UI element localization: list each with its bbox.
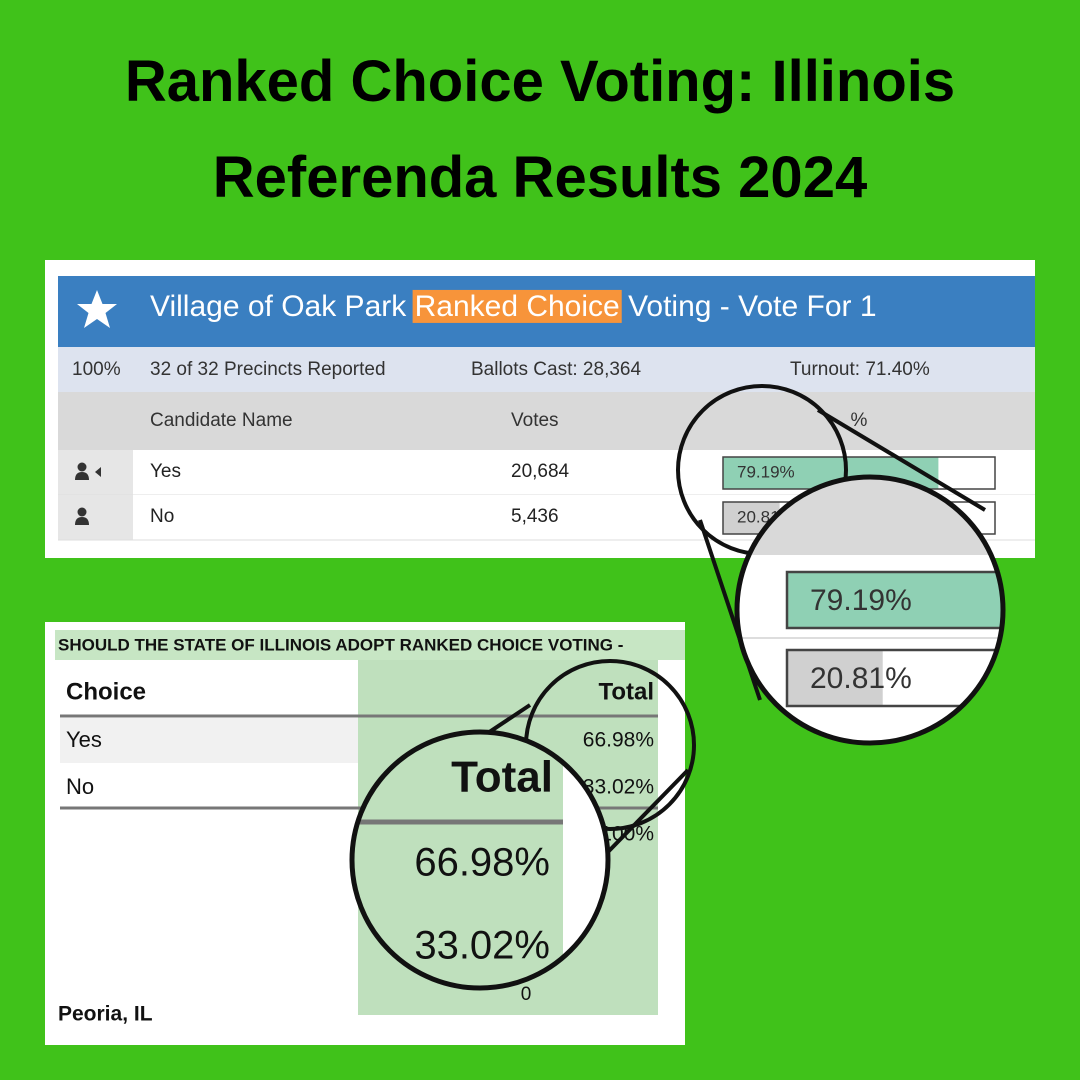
title-part: Referenda Results 2024 bbox=[213, 145, 867, 210]
row-bg bbox=[60, 718, 358, 763]
lens-total: 66.98% bbox=[414, 841, 550, 885]
header-before: Village of Oak Park bbox=[150, 290, 407, 323]
title-part: Ranked Choice Voting: Illinois bbox=[125, 49, 955, 114]
col-votes: Votes bbox=[511, 410, 559, 431]
candidate-name: Yes bbox=[150, 461, 181, 482]
icon-cell bbox=[58, 450, 133, 495]
question-strip bbox=[55, 630, 685, 660]
lens-bar-border bbox=[785, 570, 1003, 630]
lens-pct-label: 79.19% bbox=[810, 584, 912, 617]
question: SHOULD THE STATE OF ILLINOIS ADOPT RANKE… bbox=[58, 635, 623, 654]
highlight-bg bbox=[412, 289, 622, 323]
votes: 5,436 bbox=[511, 506, 559, 527]
lens-bar bbox=[787, 572, 1003, 628]
lens-pct-label: 20.81% bbox=[810, 662, 912, 695]
header-after: Voting - Vote For 1 bbox=[628, 290, 876, 323]
status-row bbox=[58, 347, 1035, 392]
total: 33.02% bbox=[583, 776, 654, 799]
icon-cell bbox=[58, 495, 133, 540]
reported-pct: 100% bbox=[72, 359, 121, 380]
lens-bar bbox=[787, 650, 883, 706]
col-name: Candidate Name bbox=[150, 410, 293, 431]
rows: Yes 66.98% No 33.02% bbox=[66, 727, 654, 799]
col-total: Total bbox=[598, 678, 654, 705]
connector bbox=[816, 408, 987, 512]
lens-bar-border bbox=[785, 648, 1003, 708]
person-icon bbox=[75, 472, 89, 480]
turnout: Turnout: 71.40% bbox=[790, 359, 930, 380]
total: 66.98% bbox=[583, 729, 654, 752]
person-icon bbox=[75, 517, 89, 525]
title-line-1: Ranked Choice Voting: Illinois bbox=[125, 49, 955, 114]
col-choice: Choice bbox=[66, 678, 146, 705]
lens-large bbox=[734, 474, 1006, 746]
lens-large bbox=[349, 729, 611, 991]
location: Peoria, IL bbox=[58, 1003, 153, 1026]
caret-icon bbox=[95, 467, 101, 477]
magnifier-peoria: Total 66.98% 33.02% bbox=[349, 659, 696, 991]
header-highlight: Ranked Choice bbox=[415, 290, 620, 323]
votes: 20,684 bbox=[511, 461, 570, 482]
precincts: 32 of 32 Precincts Reported bbox=[150, 359, 386, 380]
lens-total: 33.02% bbox=[414, 924, 550, 968]
pct-label: 79.19% bbox=[737, 462, 795, 481]
oak-park-panel: Village of Oak Park Ranked Choice Voting… bbox=[45, 260, 1035, 558]
col-pct: % bbox=[851, 410, 868, 431]
connector bbox=[603, 768, 690, 857]
header-text: Village of Oak Park Ranked Choice Voting… bbox=[150, 290, 877, 323]
person-icon bbox=[77, 462, 87, 472]
choice: Yes bbox=[66, 727, 102, 752]
lens-total-header: Total bbox=[451, 753, 553, 802]
choice: No bbox=[66, 774, 94, 799]
footer-value: 0 bbox=[521, 984, 532, 1005]
ballots: Ballots Cast: 28,364 bbox=[471, 359, 641, 380]
star-icon bbox=[77, 290, 117, 328]
person-icon bbox=[77, 507, 87, 517]
title-line-2: Referenda Results 2024 bbox=[213, 145, 867, 210]
candidate-name: No bbox=[150, 506, 174, 527]
